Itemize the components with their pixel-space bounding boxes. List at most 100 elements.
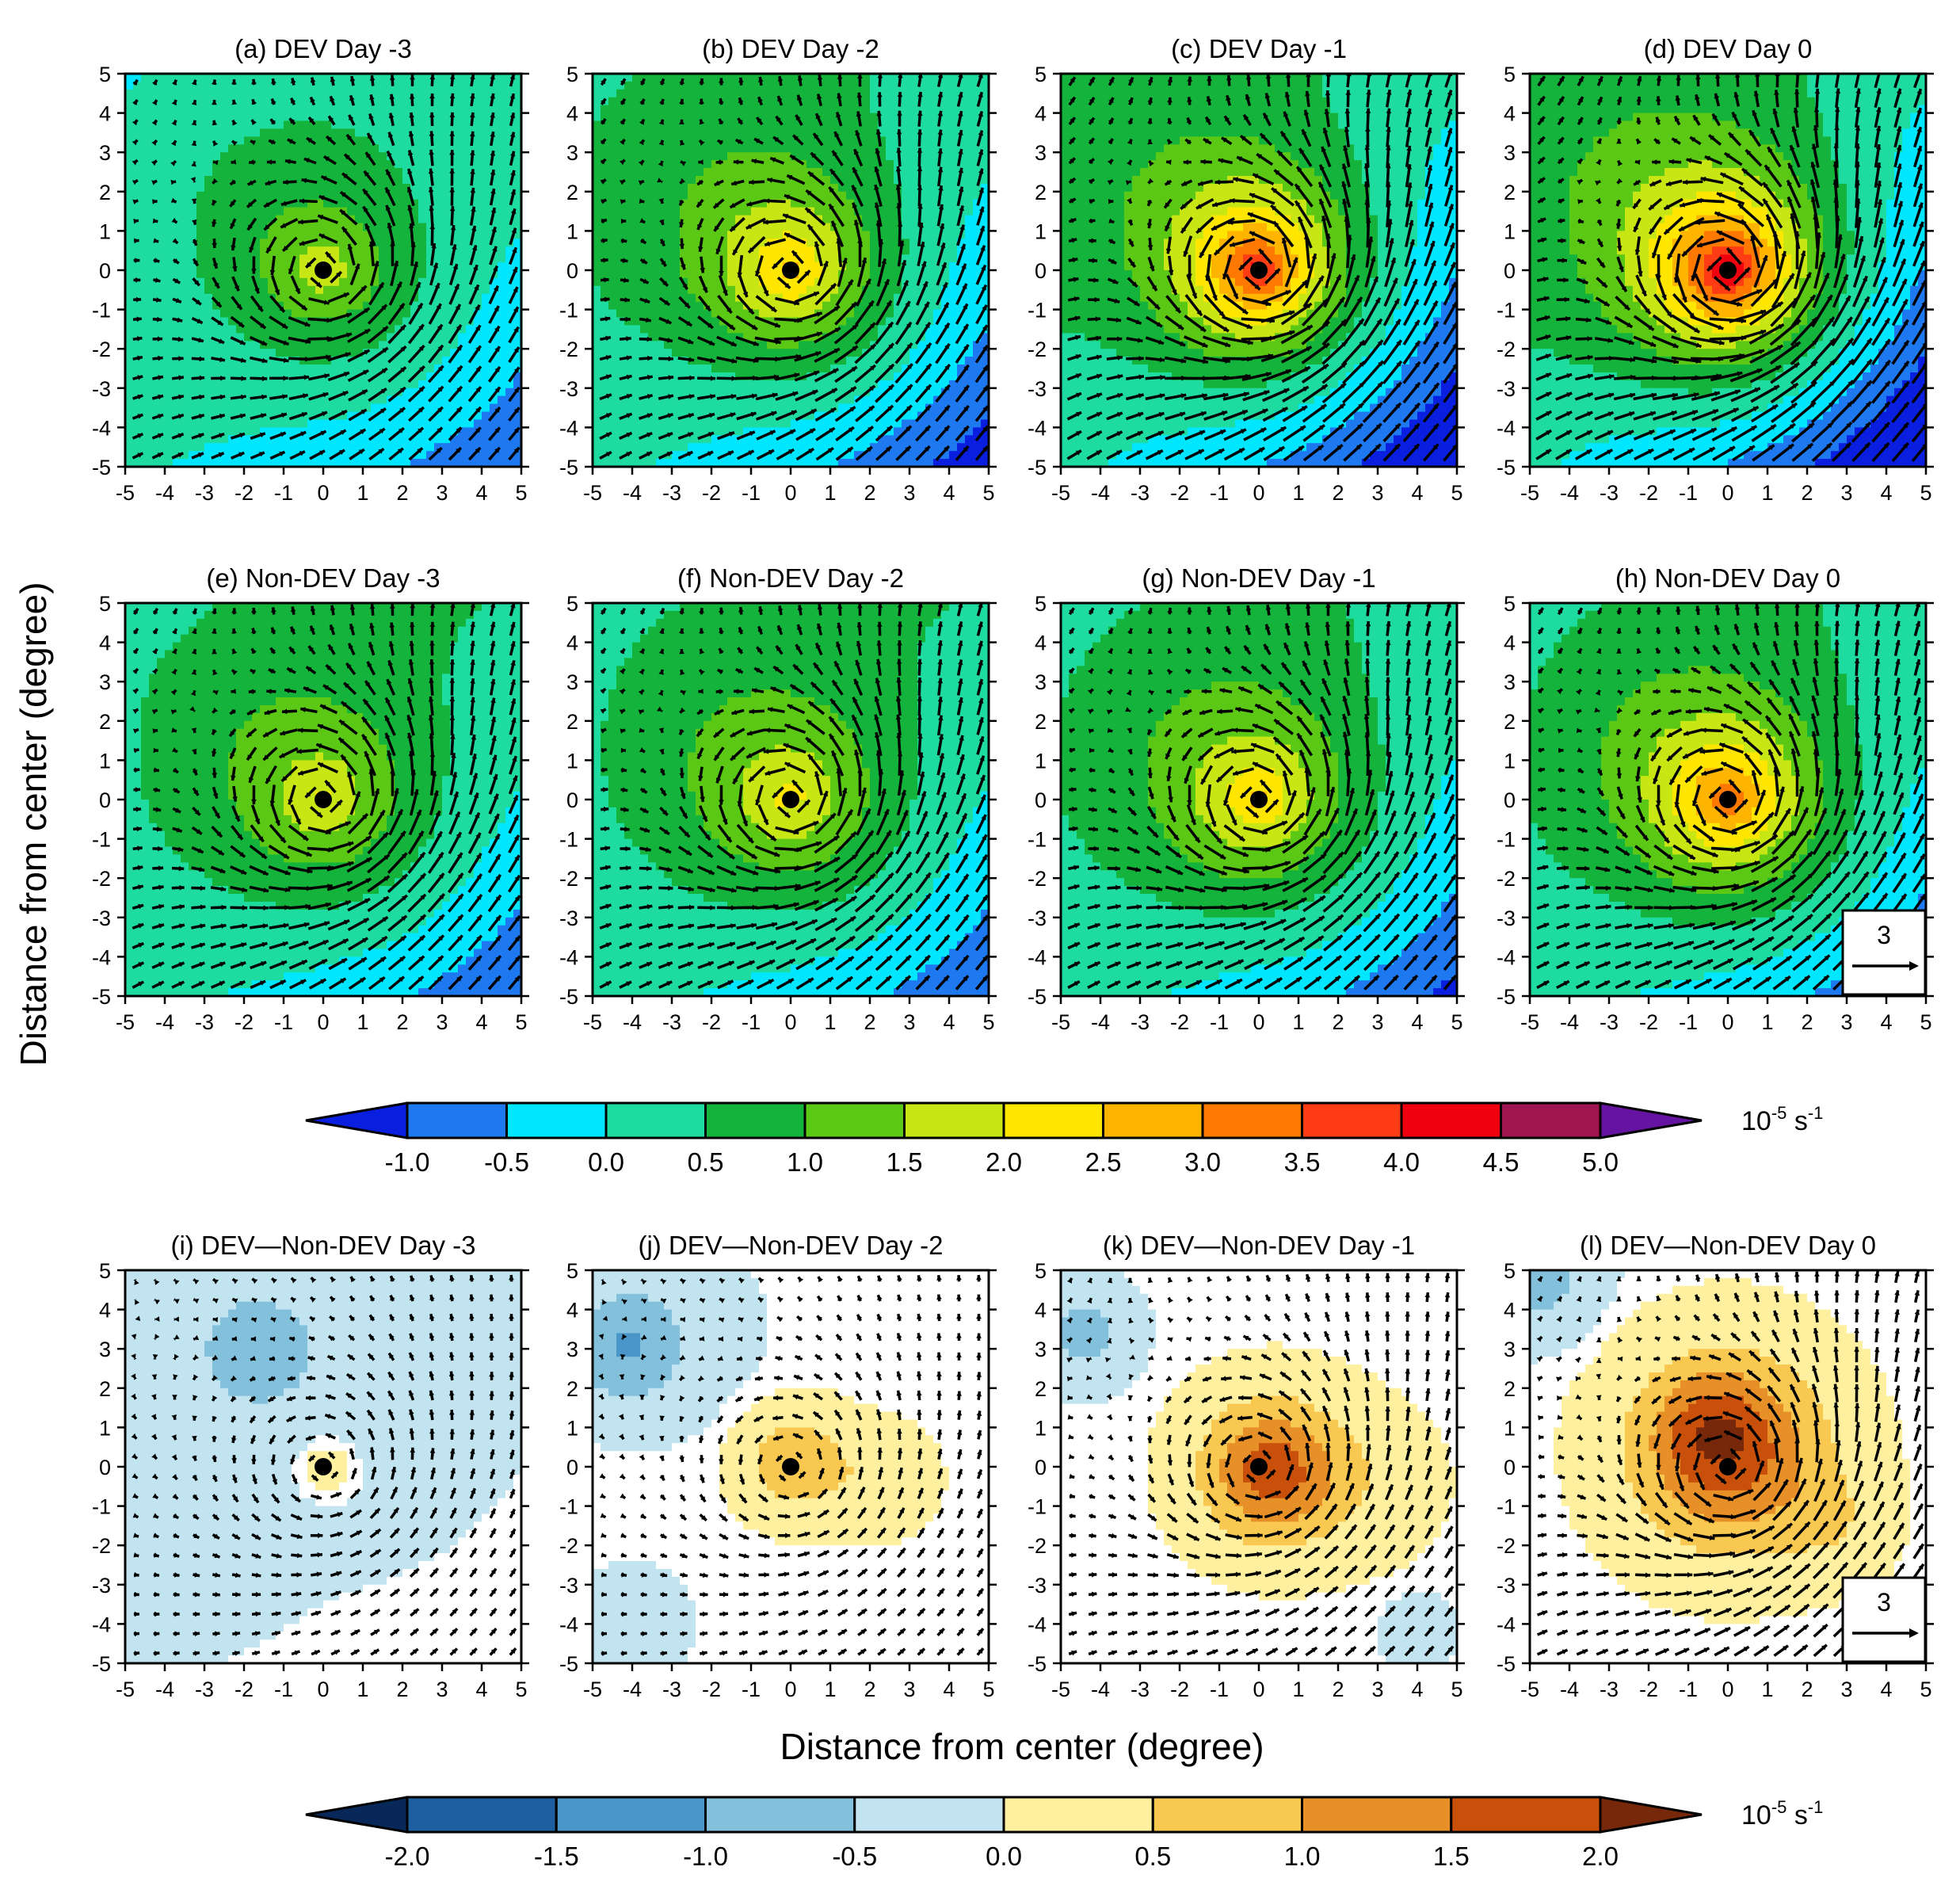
- y-tick-label: 3: [99, 670, 111, 694]
- y-tick-label: -1: [1028, 1495, 1047, 1519]
- colorbar-label: 5.0: [1582, 1147, 1619, 1177]
- y-tick-label: -5: [1028, 985, 1047, 1009]
- colorbar-box: [555, 1796, 707, 1834]
- x-tick-label: 5: [515, 1678, 527, 1701]
- colorbar-label: 4.5: [1483, 1147, 1520, 1177]
- panel-d: -5-5 -4 -4 -3 -3 -2 -2 -1 -1 0 0 1 1 2 2 3 3 4 4 5 5 (d) DEV …: [1497, 34, 1934, 505]
- x-tick-label: 4: [1411, 1010, 1423, 1034]
- y-tick-label: 1: [1504, 749, 1516, 773]
- y-tick-label: 1: [1504, 219, 1516, 243]
- y-tick-label: 0: [99, 1456, 111, 1479]
- wind-vectors: [1066, 74, 1457, 462]
- x-tick-label: 4: [1411, 1678, 1423, 1701]
- center-dot: [1250, 261, 1268, 279]
- x-tick-label: 4: [943, 1010, 955, 1034]
- y-tick-label: 2: [566, 181, 578, 204]
- x-tick-label: 3: [1371, 1010, 1383, 1034]
- panel-title: (g) Non-DEV Day -1: [1142, 563, 1375, 593]
- x-tick-label: 4: [475, 1010, 487, 1034]
- x-tick-label: 0: [317, 481, 329, 505]
- y-tick-label: 3: [1035, 141, 1047, 165]
- y-tick-label: -1: [559, 299, 578, 323]
- x-tick-label: -3: [662, 1678, 681, 1701]
- x-tick-label: -3: [1131, 1010, 1150, 1034]
- x-tick-label: -4: [155, 481, 174, 505]
- panel-g: -5-5 -4 -4 -3 -3 -2 -2 -1 -1 0 0 1 1 2 2 3 3 4 4 5 5 (g) Non-…: [1028, 563, 1465, 1034]
- x-tick-label: 0: [1253, 1678, 1264, 1701]
- x-tick-label: 3: [1840, 481, 1852, 505]
- y-tick-label: -1: [1497, 299, 1516, 323]
- colorbar-label: 2.5: [1085, 1147, 1122, 1177]
- colorbar-box: [1500, 1101, 1602, 1139]
- colorbar-left-triangle: [305, 1101, 409, 1139]
- y-tick-label: 2: [99, 181, 111, 204]
- colorbar-label: 0.5: [1134, 1842, 1171, 1871]
- y-tick-label: -3: [92, 907, 111, 930]
- x-tick-label: 0: [317, 1678, 329, 1701]
- panel-title: (i) DEV—Non-DEV Day -3: [170, 1231, 475, 1260]
- colorbar-box: [1450, 1796, 1602, 1834]
- y-tick-label: -4: [1028, 945, 1047, 969]
- x-tick-label: 3: [1840, 1010, 1852, 1034]
- center-dot: [1719, 261, 1737, 279]
- y-tick-label: 0: [1504, 259, 1516, 283]
- y-tick-label: -5: [1497, 1652, 1516, 1676]
- y-tick-label: 4: [99, 1299, 111, 1323]
- x-tick-label: -5: [583, 481, 602, 505]
- x-tick-label: -1: [742, 1678, 761, 1701]
- y-tick-label: 3: [1035, 1338, 1047, 1361]
- reference-vector-label: 3: [1877, 1588, 1891, 1617]
- y-tick-label: -2: [92, 1534, 111, 1558]
- x-tick-label: -3: [1600, 1678, 1619, 1701]
- x-tick-label: -5: [1520, 1678, 1539, 1701]
- y-tick-label: 2: [1035, 710, 1047, 734]
- y-tick-label: -5: [92, 985, 111, 1009]
- x-tick-label: 1: [1761, 481, 1773, 505]
- y-tick-label: 5: [566, 592, 578, 616]
- colorbar-label: -0.5: [832, 1842, 877, 1871]
- x-tick-label: 3: [1371, 1678, 1383, 1701]
- x-tick-label: 3: [436, 1010, 448, 1034]
- x-tick-label: 2: [1801, 1010, 1813, 1034]
- y-tick-label: -3: [559, 907, 578, 930]
- y-tick-label: 1: [99, 1416, 111, 1440]
- y-tick-label: 3: [99, 1338, 111, 1361]
- y-tick-label: -2: [1028, 338, 1047, 361]
- x-tick-label: 5: [1920, 1010, 1931, 1034]
- y-tick-label: -3: [1028, 377, 1047, 401]
- center-dot: [315, 791, 332, 808]
- x-tick-label: -5: [583, 1010, 602, 1034]
- center-dot: [782, 791, 799, 808]
- y-tick-label: -2: [559, 1534, 578, 1558]
- y-tick-label: -5: [1497, 985, 1516, 1009]
- x-tick-label: -2: [235, 1010, 254, 1034]
- x-tick-label: 1: [824, 1010, 836, 1034]
- colorbar-label: 2.0: [986, 1147, 1022, 1177]
- panel-i: -5-5 -4 -4 -3 -3 -2 -2 -1 -1 0 0 1 1 2 2 3 3 4 4 5 5 (i) DEV—…: [92, 1231, 529, 1701]
- colorbar-box: [406, 1101, 508, 1139]
- y-tick-label: 2: [1035, 1377, 1047, 1401]
- x-tick-label: 1: [824, 481, 836, 505]
- y-tick-label: 4: [99, 102, 111, 126]
- colorbar-bottom: -2.0 -1.5 -1.0 -0.5 0.0 0.5 1.0 1.5 2.0 10-5 s-1: [305, 1796, 1823, 1871]
- x-tick-label: -5: [1051, 1678, 1070, 1701]
- y-tick-label: -2: [1028, 867, 1047, 891]
- x-tick-label: -1: [274, 481, 293, 505]
- x-tick-label: 1: [1292, 1678, 1304, 1701]
- y-tick-label: 1: [1035, 1416, 1047, 1440]
- y-tick-label: 2: [566, 710, 578, 734]
- x-tick-label: -4: [1560, 481, 1579, 505]
- x-tick-label: 4: [1880, 1010, 1892, 1034]
- colorbar-label: -1.0: [385, 1147, 430, 1177]
- colorbar-box: [1201, 1101, 1303, 1139]
- x-tick-label: -4: [1091, 1678, 1110, 1701]
- colorbar-label: 1.0: [1284, 1842, 1321, 1871]
- x-tick-label: -5: [116, 481, 135, 505]
- x-tick-label: 2: [864, 1010, 875, 1034]
- y-tick-label: -4: [559, 1613, 578, 1636]
- y-tick-label: 4: [1504, 102, 1516, 126]
- y-tick-label: -4: [1028, 416, 1047, 440]
- x-tick-label: -3: [1131, 1678, 1150, 1701]
- colorbar-box: [505, 1101, 608, 1139]
- x-tick-label: 5: [1920, 1678, 1931, 1701]
